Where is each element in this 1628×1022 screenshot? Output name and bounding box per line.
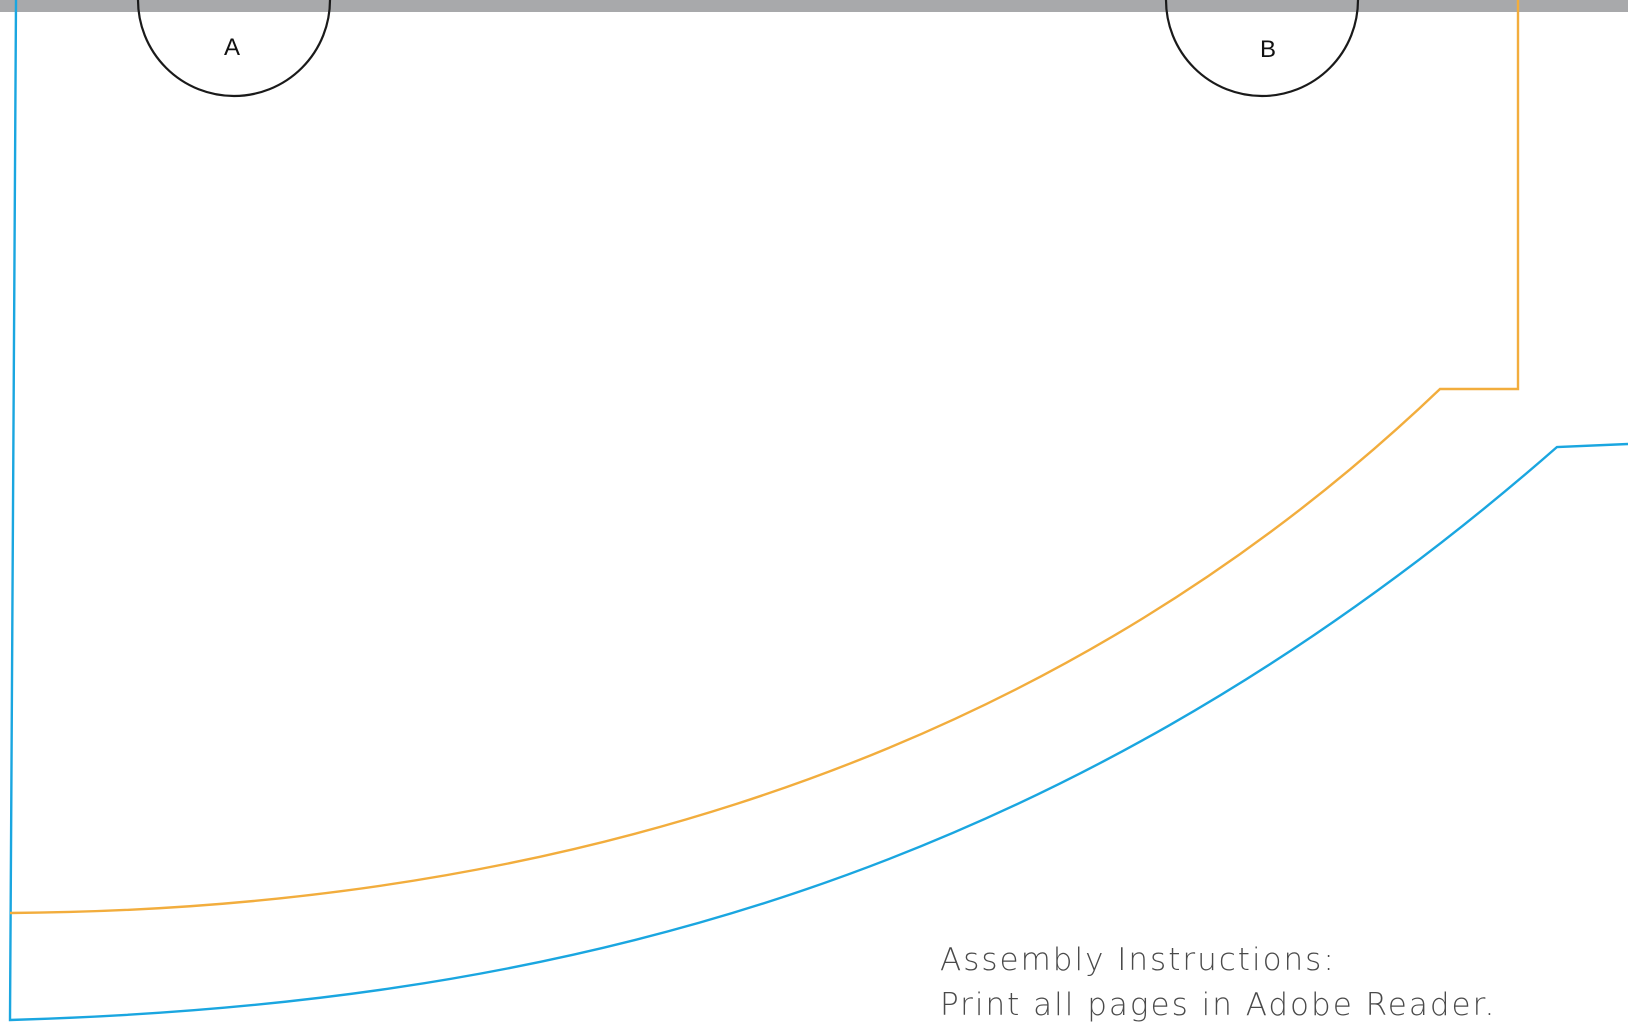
top-band bbox=[0, 0, 1628, 12]
instructions-heading: Assembly Instructions: bbox=[940, 942, 1336, 978]
assembly-instructions: Assembly Instructions: Print all pages i… bbox=[940, 938, 1496, 1022]
cut-line-blue bbox=[8, 0, 1628, 1022]
marker-label-b: B bbox=[1260, 36, 1277, 63]
marker-circle-b bbox=[1164, 0, 1360, 98]
fold-line-orange bbox=[9, 0, 1520, 915]
instructions-line-1: Print all pages in Adobe Reader. bbox=[940, 987, 1497, 1022]
marker-circle-a bbox=[136, 0, 332, 98]
marker-label-a: A bbox=[224, 34, 241, 61]
